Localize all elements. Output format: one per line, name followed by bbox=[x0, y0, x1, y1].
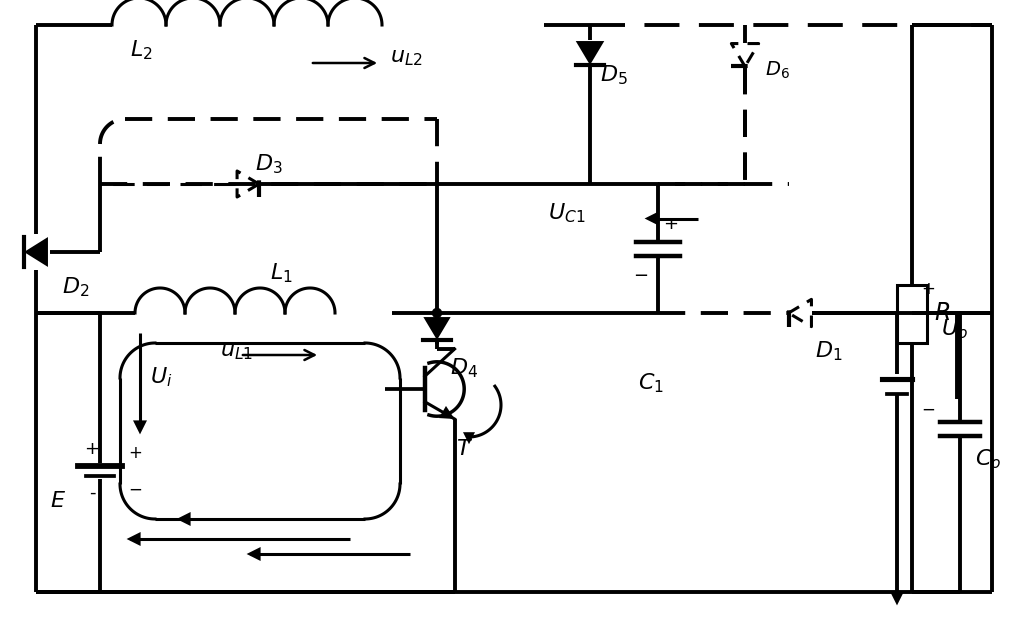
Text: $-$: $-$ bbox=[921, 400, 935, 417]
Text: $+$: $+$ bbox=[921, 280, 935, 298]
Circle shape bbox=[432, 308, 441, 318]
Polygon shape bbox=[439, 406, 455, 419]
Polygon shape bbox=[127, 532, 140, 546]
Text: -: - bbox=[89, 484, 95, 502]
Text: +: + bbox=[85, 440, 99, 458]
Text: $U_i$: $U_i$ bbox=[150, 365, 172, 389]
Bar bbox=[897, 285, 927, 343]
Text: $U_o$: $U_o$ bbox=[941, 317, 968, 341]
Polygon shape bbox=[176, 512, 190, 526]
Text: $+$: $+$ bbox=[128, 444, 142, 462]
Text: $U_{C1}$: $U_{C1}$ bbox=[548, 202, 586, 225]
Text: $D_3$: $D_3$ bbox=[255, 152, 283, 176]
Polygon shape bbox=[575, 41, 604, 65]
Text: $D_5$: $D_5$ bbox=[600, 63, 628, 87]
Text: $-$: $-$ bbox=[128, 480, 142, 498]
Text: $T$: $T$ bbox=[457, 438, 473, 460]
Polygon shape bbox=[423, 317, 451, 340]
Text: $C_o$: $C_o$ bbox=[975, 447, 1001, 471]
Polygon shape bbox=[890, 591, 904, 605]
Text: $D_1$: $D_1$ bbox=[815, 339, 843, 363]
Text: $u_{L2}$: $u_{L2}$ bbox=[390, 46, 423, 68]
Text: $L_1$: $L_1$ bbox=[270, 261, 293, 285]
Polygon shape bbox=[463, 432, 475, 444]
Text: $E$: $E$ bbox=[50, 490, 66, 512]
Text: $C_1$: $C_1$ bbox=[638, 371, 664, 395]
Polygon shape bbox=[24, 237, 48, 267]
Polygon shape bbox=[247, 547, 260, 561]
Text: $D_4$: $D_4$ bbox=[450, 357, 478, 380]
Text: $R$: $R$ bbox=[934, 301, 950, 324]
Polygon shape bbox=[133, 420, 147, 435]
Text: $D_2$: $D_2$ bbox=[62, 275, 89, 299]
Polygon shape bbox=[644, 212, 658, 225]
Text: $L_2$: $L_2$ bbox=[130, 38, 153, 62]
Text: $+$: $+$ bbox=[663, 215, 678, 233]
Text: $u_{L1}$: $u_{L1}$ bbox=[220, 340, 253, 362]
Text: $-$: $-$ bbox=[633, 264, 648, 282]
Text: $D_6$: $D_6$ bbox=[765, 59, 790, 80]
